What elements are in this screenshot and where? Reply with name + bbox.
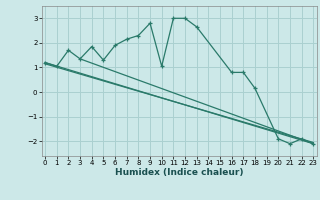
X-axis label: Humidex (Indice chaleur): Humidex (Indice chaleur) xyxy=(115,168,244,177)
